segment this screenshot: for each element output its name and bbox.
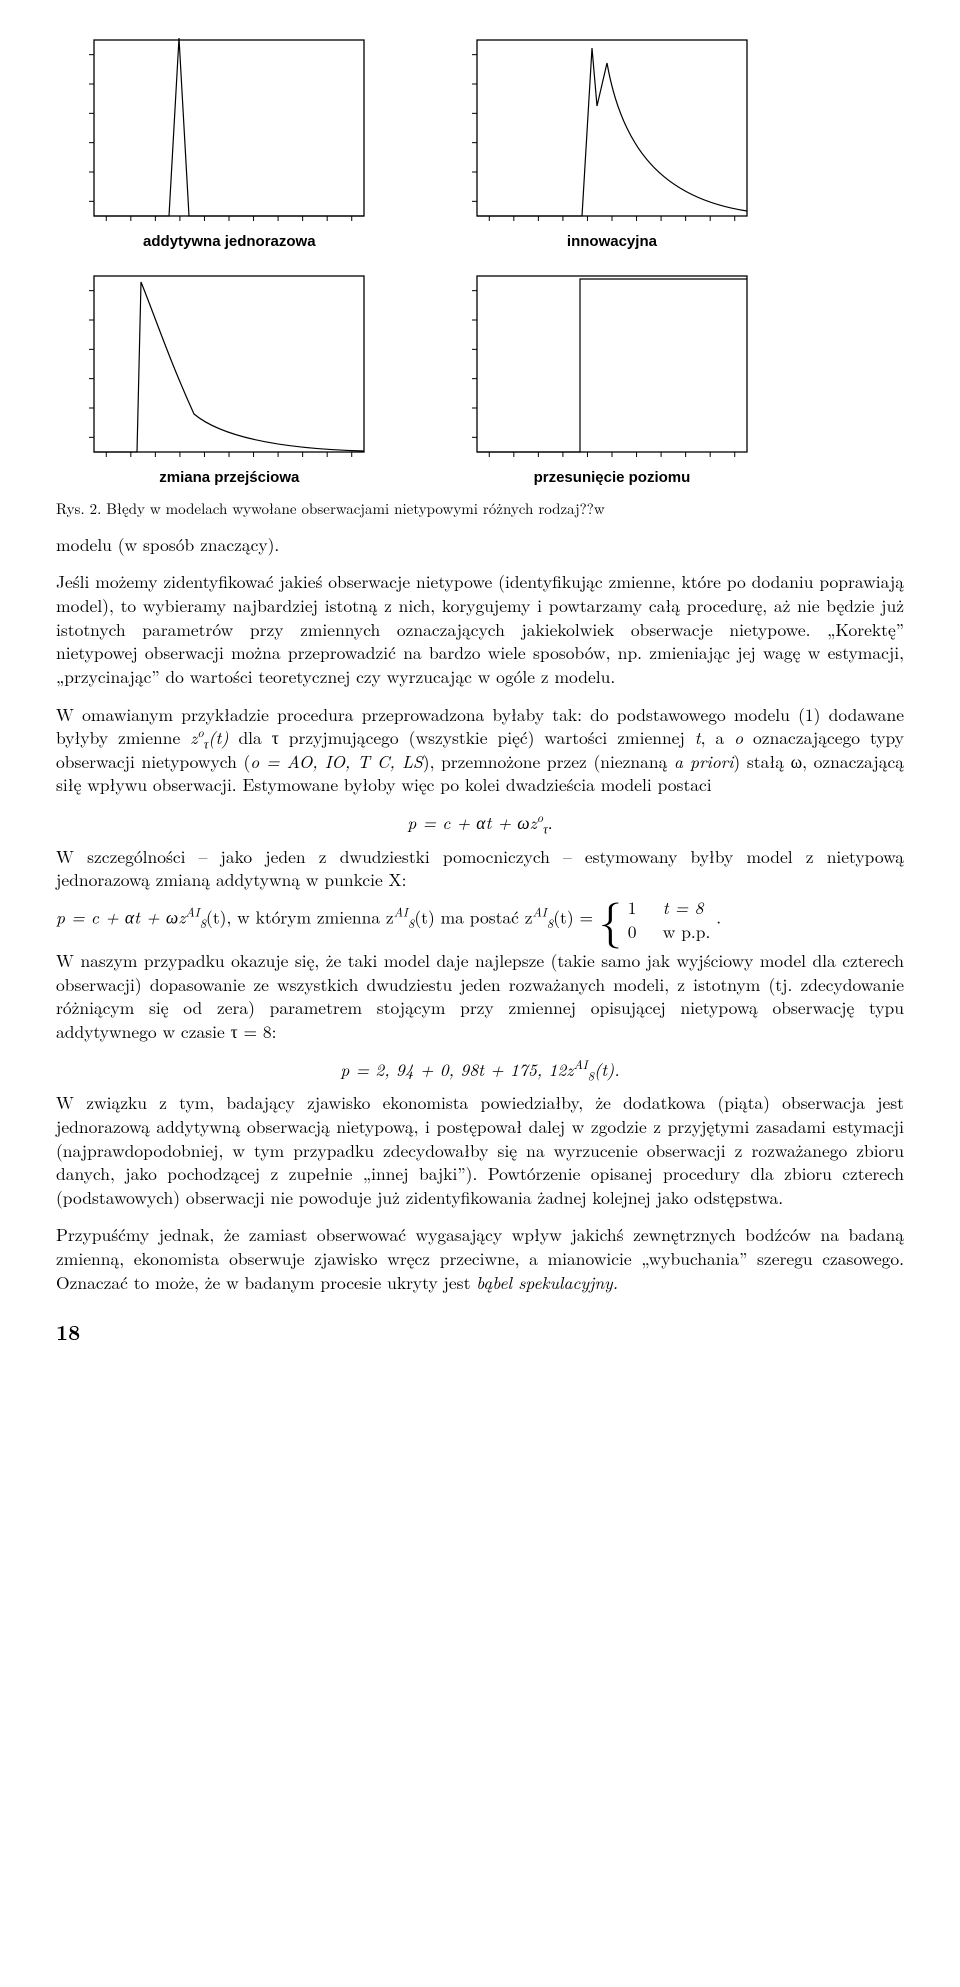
- eq2-sup: AI: [573, 1055, 587, 1073]
- plot-caption-0: addytywna jednorazowa: [56, 232, 403, 252]
- brace-top-cond: t = 8: [663, 895, 704, 920]
- brace-bot-val: 0: [628, 919, 637, 944]
- a-priori: a priori: [674, 749, 733, 774]
- plot-caption-2: zmiana przejściowa: [56, 468, 403, 488]
- plot-cell-3: przesunięcie poziomu: [439, 264, 786, 488]
- eq-pw-sup1: AI: [185, 902, 199, 920]
- plot-svg-1: [462, 28, 762, 228]
- eq2-tail: (t).: [594, 1057, 620, 1082]
- brace-bot-cond: w p.p.: [663, 919, 711, 944]
- para3-d: ), przemnożone przez (nieznaną: [423, 749, 674, 774]
- eq-pw-sup3: AI: [533, 902, 547, 920]
- para8-b: bąbel spekulacyjny.: [476, 1270, 618, 1295]
- eq-pw-a: p = c + αt + ωz: [56, 904, 185, 929]
- brace-top-val: 1: [628, 895, 637, 920]
- equation-2: p = 2, 94 + 0, 98t + 175, 12zAI8(t).: [56, 1058, 904, 1082]
- plot-caption-3: przesunięcie poziomu: [439, 468, 786, 488]
- plot-cell-1: innowacyjna: [439, 28, 786, 252]
- equation-1: p = c + αt + ωzoτ.: [56, 811, 904, 835]
- var-o: o: [734, 725, 743, 750]
- eq-pw-mid1: (t), w którym zmienna z: [206, 904, 394, 929]
- plot-svg-3: [462, 264, 762, 464]
- figure-caption: Rys. 2. Błędy w modelach wywołane obserw…: [56, 499, 904, 519]
- plot-caption-1: innowacyjna: [439, 232, 786, 252]
- comma-a: , a: [701, 725, 735, 750]
- plot-cell-2: zmiana przejściowa: [56, 264, 403, 488]
- eq-pw-mid3: (t) =: [553, 904, 599, 929]
- eq2-a: p = 2, 94 + 0, 98t + 175, 12z: [340, 1057, 573, 1082]
- paragraph-conclusion: W związku z tym, badający zjawisko ekono…: [56, 1091, 904, 1209]
- eq-pw-mid2: (t) ma postać z: [414, 904, 532, 929]
- eq1-main: p = c + αt + ωz: [407, 810, 536, 835]
- plot-svg-0: [79, 28, 379, 228]
- paragraph-special-case: W szczególności – jako jeden z dwudziest…: [56, 845, 904, 892]
- paragraph-best-fit: W naszym przypadku okazuje się, że taki …: [56, 949, 904, 1044]
- equation-piecewise: p = c + αt + ωzAI8(t), w którym zmienna …: [56, 896, 904, 943]
- eq1-tail: .: [548, 810, 553, 835]
- plot-cell-0: addytywna jednorazowa: [56, 28, 403, 252]
- eq-pw-sup2: AI: [394, 902, 408, 920]
- paragraph-identification: Jeśli możemy zidentyfikować jakieś obser…: [56, 570, 904, 688]
- obs-types: o = AO, IO, T C, LS: [250, 749, 423, 774]
- paragraph-model-significant: modelu (w sposób znaczący).: [56, 533, 904, 557]
- var-z-t: (t): [208, 725, 228, 750]
- page-number: 18: [56, 1318, 904, 1346]
- eq-pw-period: .: [716, 904, 721, 929]
- para3-b: dla τ przyjmującego (wszystkie pięć) war…: [228, 725, 694, 750]
- brace-icon: {: [599, 886, 622, 951]
- plot-svg-2: [79, 264, 379, 464]
- paragraph-bubble: Przypuśćmy jednak, że zamiast obserwować…: [56, 1223, 904, 1294]
- paragraph-procedure: W omawianym przykładzie procedura przepr…: [56, 703, 904, 798]
